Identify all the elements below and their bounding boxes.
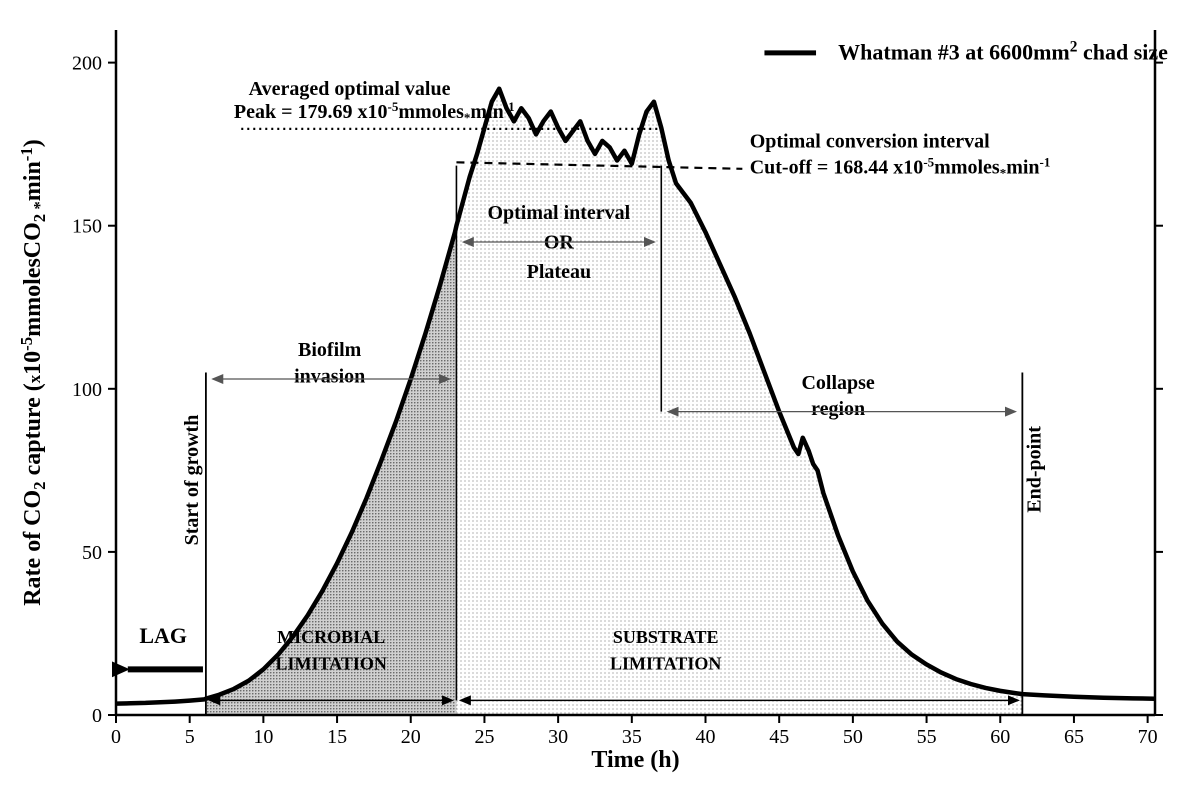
x-tick-label: 55 (917, 726, 937, 748)
y-tick-label: 200 (72, 53, 102, 75)
y-tick-label: 0 (92, 705, 102, 727)
anno-optimal-interval-l1: Optimal interval (487, 202, 630, 224)
x-tick-label: 65 (1064, 726, 1084, 748)
anno-biofilm-l1: Biofilm (298, 339, 362, 361)
anno-opt-conv-l2: Cut-off = 168.44 x10-5mmoles*min-1 (750, 155, 1051, 181)
anno-averaged-optimal-l1: Averaged optimal value (249, 78, 451, 100)
legend-label: Whatman #3 at 6600mm2 chad size (838, 38, 1168, 64)
anno-lag: LAG (139, 623, 187, 648)
anno-averaged-optimal-l2: Peak = 179.69 x10-5mmoles*min-1 (234, 99, 515, 125)
anno-substrate-l1: SUBSTRATE (613, 627, 719, 647)
y-tick-label: 150 (72, 216, 102, 238)
x-tick-label: 25 (474, 726, 494, 748)
anno-biofilm-l2: invasion (294, 365, 365, 387)
anno-collapse-l2: region (811, 398, 865, 420)
y-tick-label: 50 (82, 542, 102, 564)
x-tick-label: 70 (1138, 726, 1158, 748)
x-tick-label: 60 (990, 726, 1010, 748)
anno-opt-conv-l1: Optimal conversion interval (750, 130, 990, 152)
x-tick-label: 15 (327, 726, 347, 748)
anno-microbial-l2: LIMITATION (275, 653, 386, 673)
x-tick-label: 35 (622, 726, 642, 748)
x-axis-label: Time (h) (591, 747, 679, 773)
x-tick-label: 0 (111, 726, 121, 748)
y-tick-label: 100 (72, 379, 102, 401)
anno-substrate-l2: LIMITATION (610, 653, 721, 673)
x-tick-label: 30 (548, 726, 568, 748)
x-tick-label: 5 (185, 726, 195, 748)
anno-microbial-l1: MICROBIAL (277, 627, 385, 647)
y-axis-label: Rate of CO2 capture (x10-5mmolesCO2 *min… (17, 139, 49, 606)
x-tick-label: 50 (843, 726, 863, 748)
anno-start-growth: Start of growth (181, 415, 203, 546)
anno-collapse-l1: Collapse (801, 372, 874, 394)
chart-svg: 0 5 10 15 20 25 30 35 40 45 50 55 60 65 70 0 50 100 150 200… (0, 0, 1181, 787)
x-tick-label: 40 (696, 726, 716, 748)
chart-container: 0 5 10 15 20 25 30 35 40 45 50 55 60 65 70 0 50 100 150 200… (0, 0, 1181, 787)
x-tick-label: 10 (253, 726, 273, 748)
x-tick-label: 45 (769, 726, 789, 748)
anno-end-point: End-point (1023, 426, 1045, 513)
x-tick-label: 20 (401, 726, 421, 748)
anno-optimal-interval-l3: Plateau (527, 261, 591, 283)
